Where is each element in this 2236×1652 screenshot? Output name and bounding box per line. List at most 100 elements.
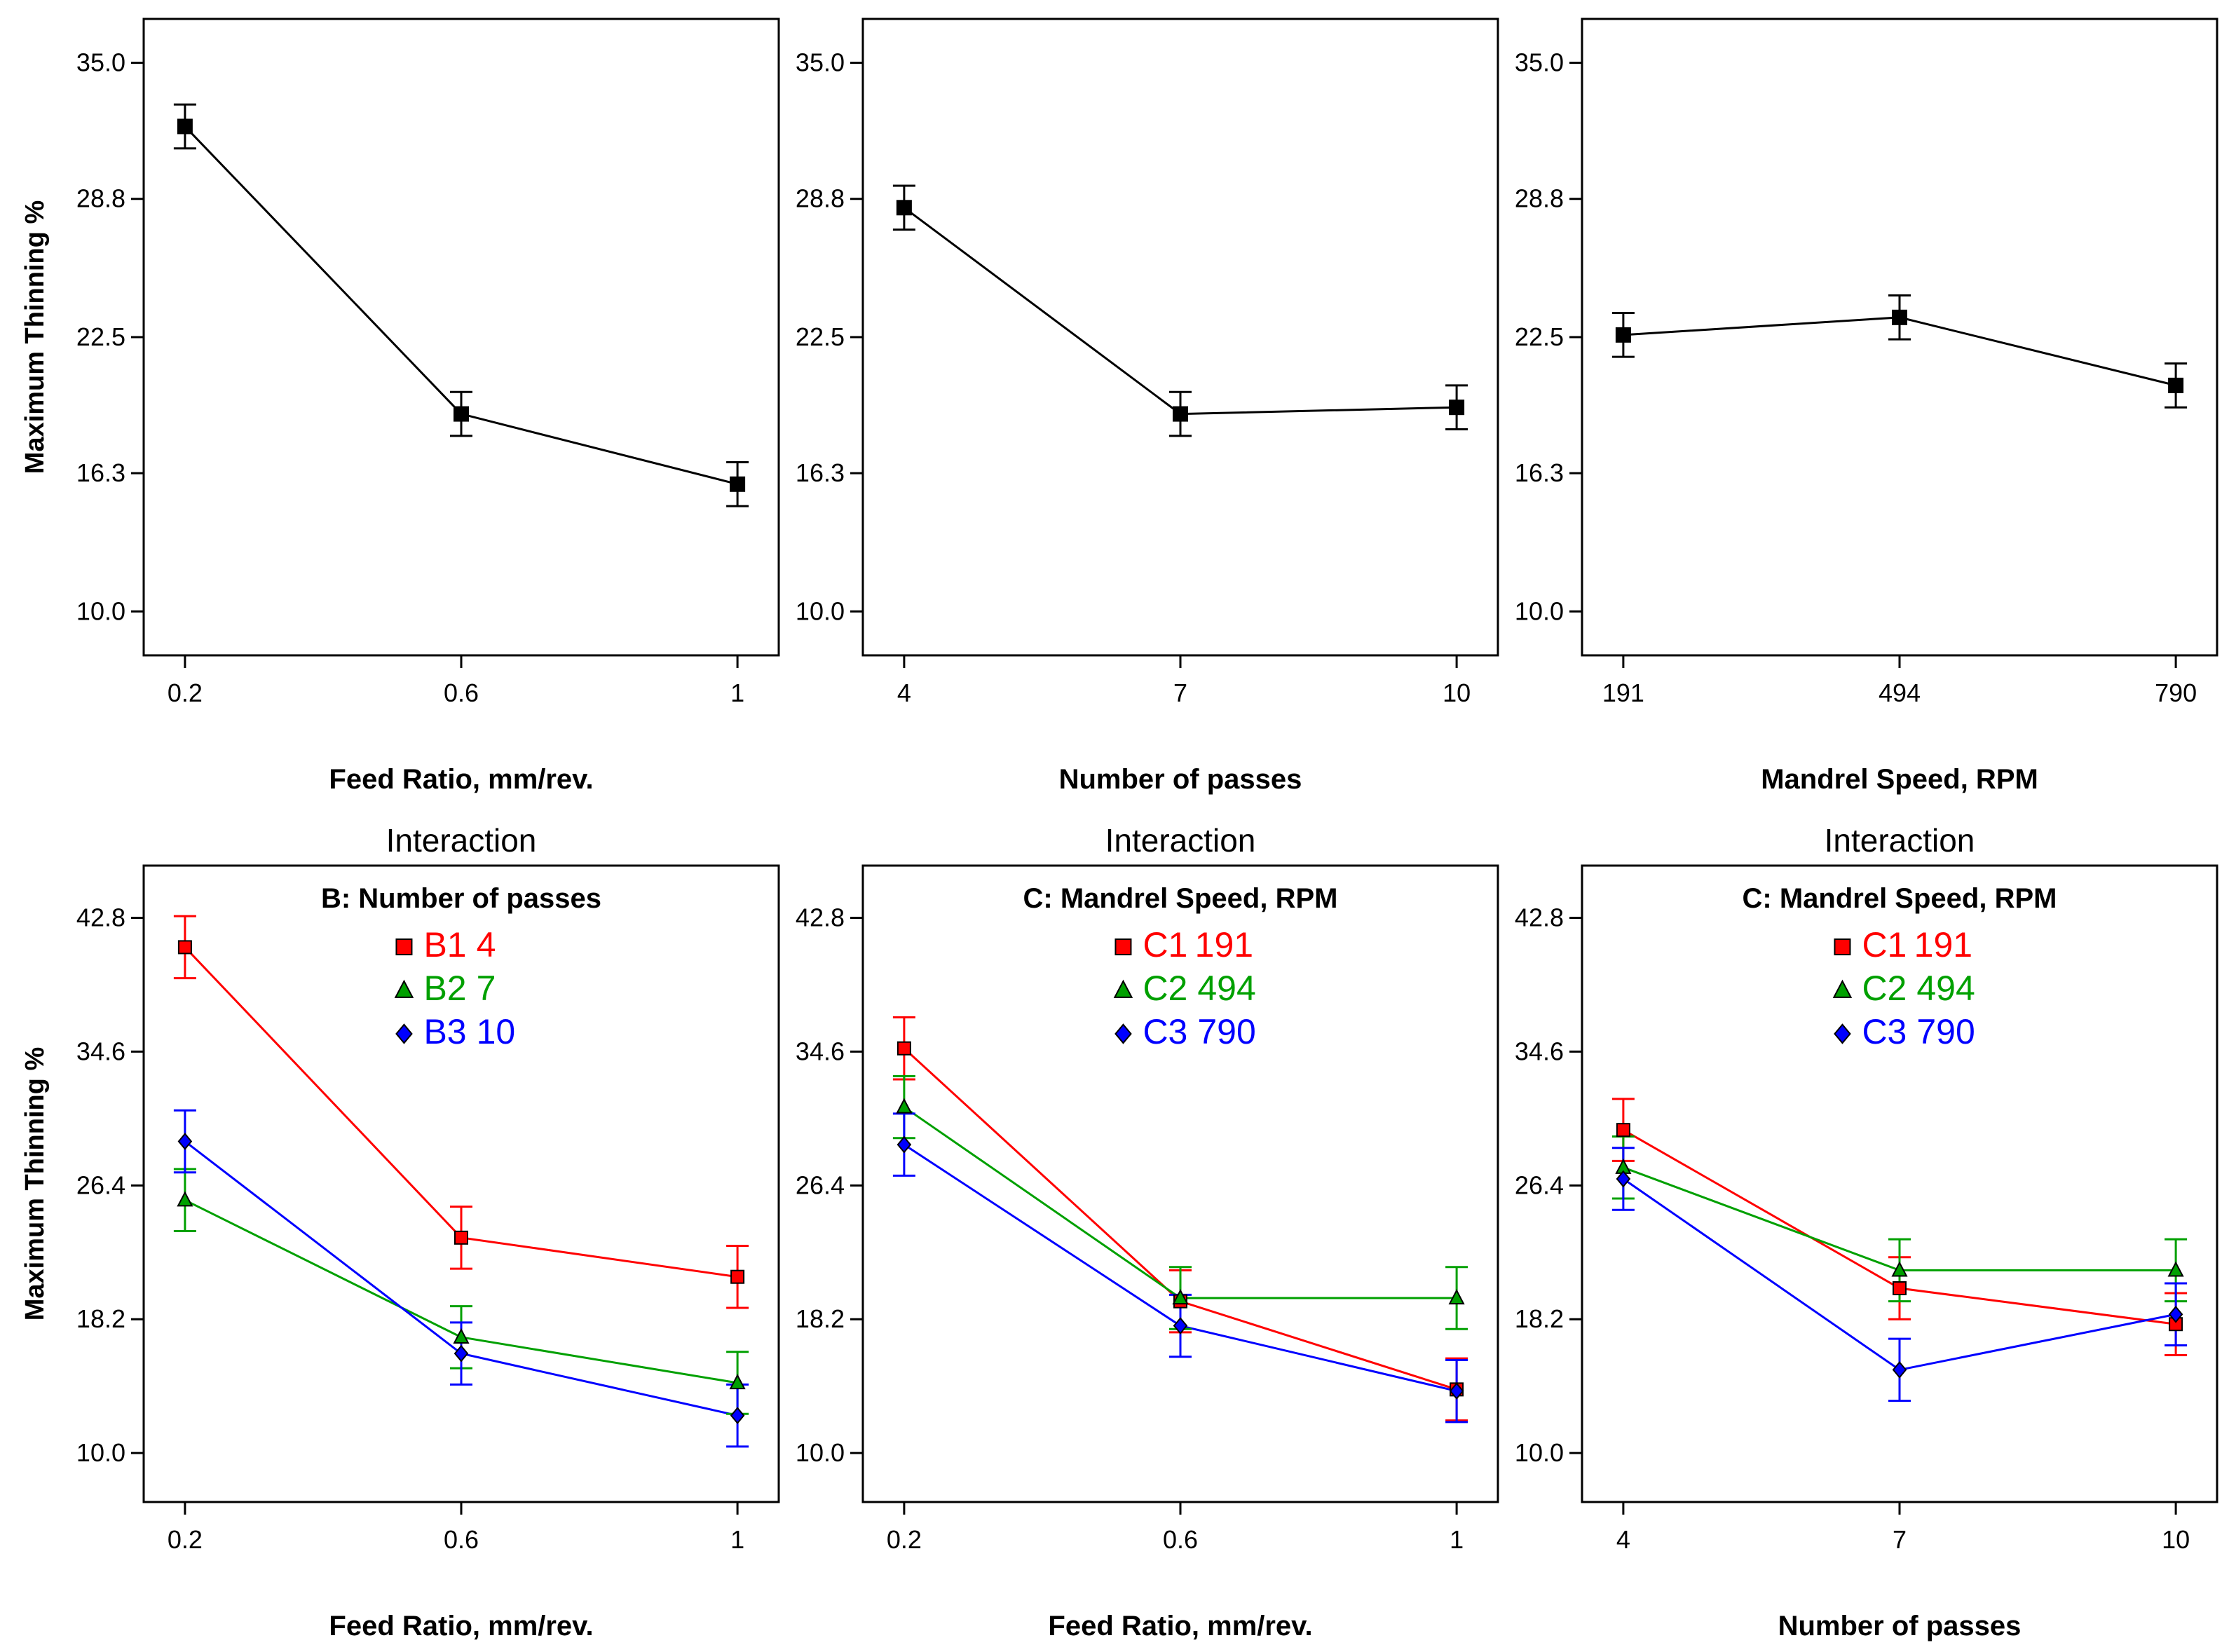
series-line [903,207,1457,416]
y-tick-label: 34.6 [796,1037,845,1065]
chart-panel-3: 10.0 16.3 22.5 28.8 35.0 191 494 790 Mandrel Spe… [1515,18,2218,795]
points-1 [177,940,745,1284]
legend: B1 4 B2 7 B3 10 [394,925,515,1051]
x-axis-label: Feed Ratio, mm/rev. [329,1611,593,1641]
legend-level: 494 [1197,969,1255,1008]
x-tick-label: 191 [1602,678,1644,707]
y-axis-label: Maximum Thinning % [20,1047,50,1321]
marker-square [2168,377,2184,393]
legend-entry: C2 494 [1143,969,1255,1008]
y-tick-label: 28.8 [1515,184,1564,213]
y-tick-label: 18.2 [796,1304,845,1333]
legend-entry: C1 191 [1143,925,1253,964]
marker-triangle [453,1327,470,1344]
points-1 [1615,309,2184,393]
legend-entry: C2 494 [1862,969,1975,1008]
x-tick-label: 7 [1893,1525,1907,1554]
x-tick-label: 494 [1879,678,1921,707]
marker-triangle [2167,1261,2184,1277]
marker-square [897,1041,911,1056]
points-1 [1616,1123,2183,1332]
chart-panel-4: 10.0 18.2 26.4 34.6 42.8 0.2 0.6 1 Feed Ratio, m… [20,822,780,1641]
legend-code: C1 [1143,925,1186,964]
x-tick-label: 1 [1450,1525,1464,1554]
marker-triangle [729,1374,746,1390]
legend-level: 790 [1916,1012,1975,1051]
marker-diamond [177,1133,193,1150]
points-2 [1615,1158,2184,1277]
y-tick-label: 18.2 [1515,1304,1564,1333]
marker-square [896,200,912,216]
marker-square [1114,938,1132,955]
x-tick-label: 0.6 [444,1525,479,1554]
y-tick-label: 22.5 [76,322,125,351]
marker-square [1892,309,1907,325]
y-tick-label: 35.0 [796,48,845,77]
x-tick-label: 0.6 [444,678,479,707]
points-1 [896,200,1465,422]
y-tick-label: 28.8 [76,184,125,213]
x-tick-label: 4 [1616,1525,1630,1554]
marker-square [177,940,192,955]
legend-level: 10 [477,1012,516,1051]
y-tick-label: 16.3 [76,458,125,487]
marker-square [1173,406,1188,422]
legend-level: 7 [477,969,496,1008]
marker-triangle [1891,1261,1908,1277]
marker-square [1616,1123,1630,1138]
y-tick-label: 42.8 [76,903,125,932]
marker-diamond [730,1407,745,1424]
marker-triangle [177,1191,193,1207]
x-tick-label: 0.2 [168,678,203,707]
legend-entry: B1 4 [423,925,496,964]
error-bars-1 [892,184,1468,437]
y-tick-label: 42.8 [796,903,845,932]
chart-panel-1: 10.0 16.3 22.5 28.8 35.0 0.2 0.6 1 Feed Ratio, m… [20,18,780,795]
y-tick-label: 10.0 [796,596,845,625]
y-tick-label: 16.3 [1515,458,1564,487]
legend-entry: C3 790 [1143,1012,1255,1051]
legend-level: 191 [1914,925,1972,964]
x-tick-label: 10 [2162,1525,2190,1554]
marker-diamond [897,1135,912,1154]
marker-diamond [454,1344,469,1363]
marker-triangle [394,979,414,998]
x-axis-label: Feed Ratio, mm/rev. [329,764,593,795]
y-tick-label: 10.0 [796,1438,845,1467]
legend-entry: C1 191 [1862,925,1972,964]
marker-square [730,476,746,492]
x-tick-label: 0.6 [1163,1525,1198,1554]
marker-triangle [1113,979,1133,998]
marker-diamond [1616,1170,1631,1188]
x-tick-label: 1 [730,1525,744,1554]
factor-label: C: Mandrel Speed, RPM [1023,883,1338,914]
y-tick-label: 22.5 [1515,322,1564,351]
x-tick-label: 7 [1173,678,1187,707]
marker-square [1615,327,1631,343]
y-tick-label: 34.6 [1515,1037,1564,1065]
legend-level: 790 [1197,1012,1255,1051]
error-bars-1 [173,103,749,507]
marker-diamond [395,1023,413,1044]
y-tick-label: 10.0 [76,596,125,625]
y-tick-label: 35.0 [76,48,125,77]
error-bars-1 [1611,1098,2188,1356]
x-axis-label: Number of passes [1778,1611,2022,1641]
legend-code: B1 [423,925,466,964]
y-tick-label: 28.8 [796,184,845,213]
legend-code: C3 [1862,1012,1907,1051]
plot-frame [861,18,1499,657]
legend-code: C2 [1862,969,1907,1008]
y-tick-label: 22.5 [796,322,845,351]
legend-entry: B3 10 [423,1012,515,1051]
x-tick-label: 10 [1443,678,1471,707]
y-tick-label: 18.2 [76,1304,125,1333]
marker-diamond [1114,1023,1132,1044]
marker-triangle [1172,1289,1189,1305]
points-3 [1616,1170,2183,1379]
y-tick-label: 10.0 [76,1438,125,1467]
chart-title: Interaction [1825,822,1975,859]
y-tick-label: 26.4 [76,1170,125,1199]
legend: C1 191 C2 494 C3 790 [1832,925,1975,1051]
y-tick-label: 42.8 [1515,903,1564,932]
